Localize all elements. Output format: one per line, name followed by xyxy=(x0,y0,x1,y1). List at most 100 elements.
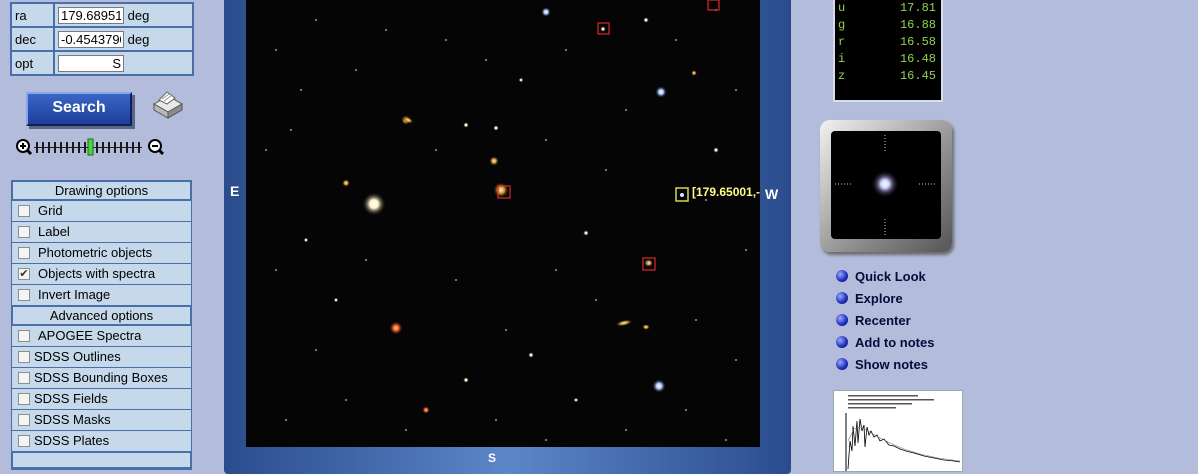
star xyxy=(303,237,309,243)
star xyxy=(528,352,534,358)
zoom-out-icon[interactable] xyxy=(148,139,165,156)
blue-bullet-icon xyxy=(836,314,848,326)
spectro-markers xyxy=(497,0,720,271)
mag-value: 16.88 xyxy=(899,18,936,32)
link-label: Explore xyxy=(855,291,903,306)
checkbox[interactable] xyxy=(18,351,30,363)
link-label: Show notes xyxy=(855,357,928,372)
star xyxy=(573,397,579,403)
checkbox[interactable] xyxy=(18,435,30,447)
option-label: SDSS Outlines xyxy=(34,349,121,364)
link-label: Add to notes xyxy=(855,335,935,350)
checkbox[interactable] xyxy=(18,372,30,384)
option-label: APOGEE Spectra xyxy=(38,328,142,343)
search-button[interactable]: Search xyxy=(26,92,132,126)
mag-value: 16.45 xyxy=(899,69,936,83)
zoom-in-icon[interactable] xyxy=(16,139,33,156)
opt-input[interactable] xyxy=(58,54,124,72)
option-sdss-plates[interactable]: SDSS Plates xyxy=(12,431,191,451)
star xyxy=(422,406,430,414)
option-sdss-fields[interactable]: SDSS Fields xyxy=(12,389,191,409)
option-label: SDSS Bounding Boxes xyxy=(34,370,168,385)
spectro-marker[interactable] xyxy=(597,22,610,35)
recenter-link[interactable]: Recenter xyxy=(836,312,934,334)
spectrum-header-lines xyxy=(848,395,934,409)
star xyxy=(333,297,339,303)
star xyxy=(463,122,469,128)
printer-icon[interactable] xyxy=(148,90,186,122)
star xyxy=(600,26,606,32)
selected-object xyxy=(680,193,684,197)
star xyxy=(518,77,524,83)
action-links: Quick Look Explore Recenter Add to notes… xyxy=(836,268,934,378)
option-sdss-outlines[interactable]: SDSS Outlines xyxy=(12,347,191,367)
option-sdss-bounding-boxes[interactable]: SDSS Bounding Boxes xyxy=(12,368,191,388)
dec-cell: deg xyxy=(53,26,194,52)
zoom-slider[interactable] xyxy=(14,137,170,159)
object-thumbnail[interactable] xyxy=(831,131,941,239)
spectrum-line xyxy=(847,418,961,470)
blue-bullet-icon xyxy=(836,292,848,304)
star xyxy=(362,192,386,216)
checkbox-checked[interactable]: ✔ xyxy=(18,268,30,280)
mag-row-g: g 16.88 xyxy=(835,17,941,34)
mag-band: u xyxy=(838,1,846,15)
ra-input[interactable] xyxy=(58,6,124,24)
spectro-marker[interactable] xyxy=(707,0,720,11)
mag-row-z: z 16.45 xyxy=(835,68,941,85)
spectrum-thumbnail[interactable] xyxy=(833,390,963,472)
blue-bullet-icon xyxy=(836,358,848,370)
star xyxy=(493,182,509,198)
star xyxy=(583,230,589,236)
checkbox[interactable] xyxy=(18,393,30,405)
option-photometric-objects[interactable]: Photometric objects xyxy=(12,243,191,263)
checkbox[interactable] xyxy=(18,330,30,342)
spectro-marker[interactable] xyxy=(642,257,656,271)
mag-row-u: u 17.81 xyxy=(835,0,941,17)
blue-bullet-icon xyxy=(836,336,848,348)
option-grid[interactable]: Grid xyxy=(12,201,191,221)
link-label: Recenter xyxy=(855,313,911,328)
checkbox[interactable] xyxy=(18,414,30,426)
option-objects-with-spectra[interactable]: ✔ Objects with spectra xyxy=(12,264,191,284)
faint-sources xyxy=(265,9,747,441)
option-invert-image[interactable]: Invert Image xyxy=(12,285,191,305)
quick-look-link[interactable]: Quick Look xyxy=(836,268,934,290)
star xyxy=(652,379,666,393)
galaxy xyxy=(642,324,650,330)
dec-unit: deg xyxy=(127,31,150,47)
zoom-slider-thumb[interactable] xyxy=(87,138,94,156)
show-notes-link[interactable]: Show notes xyxy=(836,356,934,378)
option-label: SDSS Fields xyxy=(34,391,108,406)
star xyxy=(655,86,667,98)
spectrum-plot xyxy=(845,395,961,471)
add-to-notes-link[interactable]: Add to notes xyxy=(836,334,934,356)
coordinate-form: ra deg dec deg opt xyxy=(10,2,194,76)
option-label: SDSS Plates xyxy=(34,433,110,448)
opt-label: opt xyxy=(10,50,55,76)
blue-bullet-icon xyxy=(836,270,848,282)
option-label[interactable]: Label xyxy=(12,222,191,242)
option-apogee-spectra[interactable]: APOGEE Spectra xyxy=(12,326,191,346)
options-panel: Drawing options Grid Label Photometric o… xyxy=(11,180,192,470)
opt-row: opt xyxy=(10,50,194,76)
thumbnail-object xyxy=(871,170,899,198)
checkbox[interactable] xyxy=(18,205,30,217)
explore-link[interactable]: Explore xyxy=(836,290,934,312)
star xyxy=(713,147,719,153)
spectro-marker[interactable] xyxy=(497,185,511,199)
thumbnail-image xyxy=(835,135,937,235)
selected-object-marker[interactable] xyxy=(675,187,689,202)
mag-value: 16.48 xyxy=(899,52,936,66)
sky-image[interactable] xyxy=(246,0,760,447)
dec-input[interactable] xyxy=(58,30,124,48)
star xyxy=(342,179,350,187)
west-label: W xyxy=(765,186,779,202)
star xyxy=(541,7,551,17)
crosshair xyxy=(835,135,937,235)
galaxy xyxy=(615,319,633,327)
option-sdss-masks[interactable]: SDSS Masks xyxy=(12,410,191,430)
checkbox[interactable] xyxy=(18,247,30,259)
checkbox[interactable] xyxy=(18,289,30,301)
checkbox[interactable] xyxy=(18,226,30,238)
